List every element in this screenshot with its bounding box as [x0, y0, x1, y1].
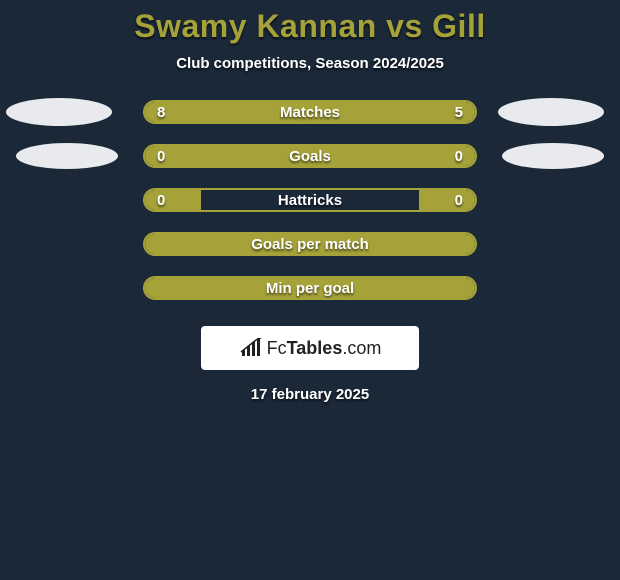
stat-bar: Goals per match: [143, 232, 477, 256]
stat-bar: 8 Matches 5: [143, 100, 477, 124]
watermark: FcTables.com: [201, 326, 419, 370]
player-oval-left: [16, 143, 118, 169]
watermark-text: FcTables.com: [267, 338, 382, 359]
page-title: Swamy Kannan vs Gill: [134, 8, 485, 45]
stat-bar: Min per goal: [143, 276, 477, 300]
subtitle: Club competitions, Season 2024/2025: [176, 55, 444, 72]
stat-row-goals-per-match: Goals per match: [0, 232, 620, 256]
stat-value-right: 5: [455, 104, 463, 121]
stat-label: Hattricks: [145, 192, 475, 209]
brand-prefix: Fc: [267, 338, 287, 358]
stat-value-right: 0: [455, 148, 463, 165]
stat-row-matches: 8 Matches 5: [0, 100, 620, 124]
bars-icon: [239, 338, 263, 358]
brand-suffix: .com: [342, 338, 381, 358]
stat-row-min-per-goal: Min per goal: [0, 276, 620, 300]
stat-label: Min per goal: [145, 280, 475, 297]
stat-value-right: 0: [455, 192, 463, 209]
player-oval-right: [502, 143, 604, 169]
stat-row-hattricks: 0 Hattricks 0: [0, 188, 620, 212]
stat-label: Goals per match: [145, 236, 475, 253]
stat-row-goals: 0 Goals 0: [0, 144, 620, 168]
stat-bar: 0 Goals 0: [143, 144, 477, 168]
player-oval-left: [6, 98, 112, 126]
stat-label: Matches: [145, 104, 475, 121]
stat-label: Goals: [145, 148, 475, 165]
stat-bar: 0 Hattricks 0: [143, 188, 477, 212]
date-text: 17 february 2025: [251, 386, 369, 403]
brand-main: Tables: [287, 338, 343, 358]
stats-card: Swamy Kannan vs Gill Club competitions, …: [0, 0, 620, 580]
player-oval-right: [498, 98, 604, 126]
